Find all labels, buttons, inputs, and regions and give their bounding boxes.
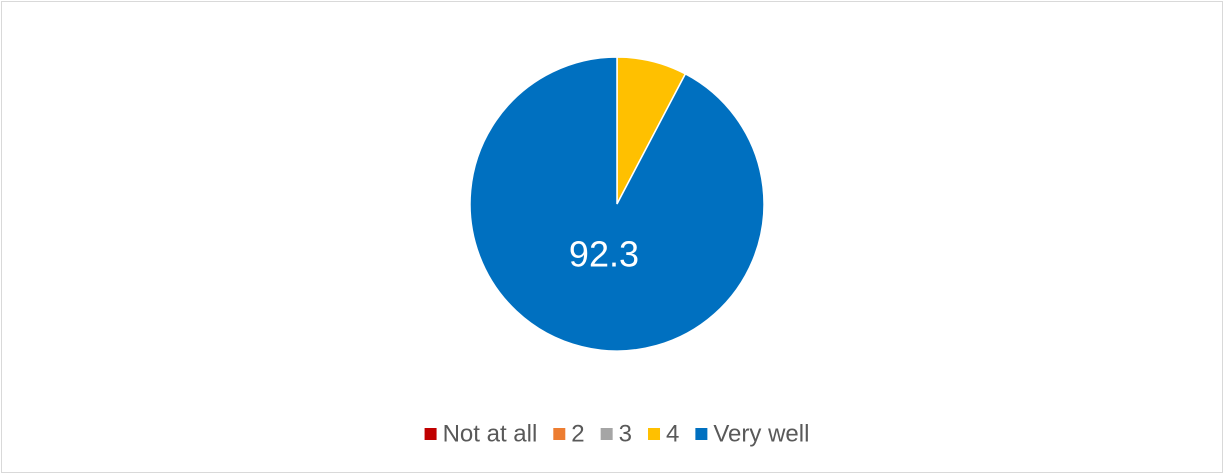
legend-swatch [600, 428, 613, 440]
legend-label: Very well [713, 420, 809, 447]
legend-swatch [648, 428, 661, 440]
legend-label: 4 [666, 420, 679, 447]
legend-swatch [553, 428, 566, 440]
data-label: 92.3 [569, 233, 639, 274]
legend-label: Not at all [443, 420, 538, 447]
legend-label: 3 [619, 420, 632, 447]
legend-label: 2 [571, 420, 584, 447]
pie-slice [469, 56, 765, 352]
legend-swatch [424, 428, 437, 440]
legend-swatch [695, 428, 708, 440]
